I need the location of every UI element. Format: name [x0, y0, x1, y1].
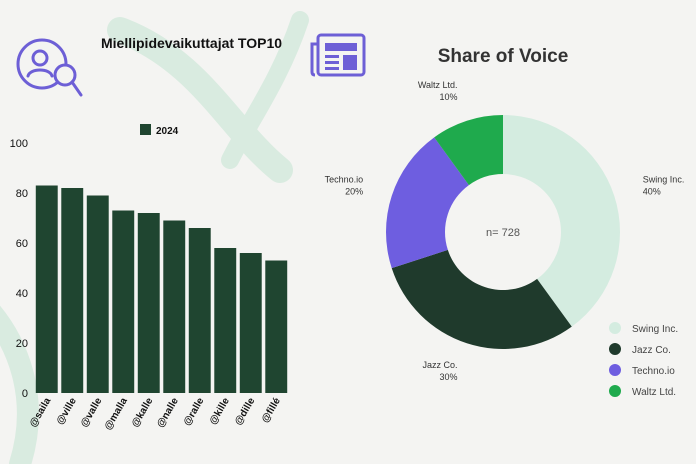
y-tick-label: 0: [22, 388, 28, 400]
slice-label-name: Jazz Co.: [423, 360, 458, 370]
x-tick-label: @ralle: [182, 396, 207, 428]
y-tick-label: 100: [10, 138, 28, 150]
legend-marker: [609, 385, 621, 397]
x-tick-label: @dille: [233, 396, 258, 428]
bar-kalle: [137, 213, 160, 393]
legend-label: Waltz Ltd.: [632, 387, 676, 398]
x-tick-label: @nalle: [155, 396, 181, 430]
y-tick-label: 40: [16, 288, 28, 300]
slice-label-percent: 10%: [440, 92, 458, 102]
slice-label-name: Waltz Ltd.: [418, 80, 458, 90]
bar-ville: [61, 188, 84, 393]
bar-legend-label: 2024: [156, 126, 179, 137]
bar-valle: [86, 195, 109, 393]
x-tick-label: @fillé: [260, 396, 283, 425]
y-axis-ticks: 0 20 40 60 80 100: [10, 138, 28, 400]
y-tick-label: 20: [16, 338, 28, 350]
x-tick-label: @valle: [79, 396, 105, 430]
slice-label-percent: 30%: [440, 372, 458, 382]
x-tick-label: @malla: [103, 396, 130, 432]
bar-fillé: [265, 260, 288, 393]
bar-legend-swatch: [140, 124, 151, 135]
x-tick-label: @kille: [208, 396, 232, 427]
bar-ralle: [188, 228, 211, 393]
bar-nalle: [163, 220, 186, 393]
bar-saila: [35, 185, 58, 393]
newspaper-icon: [310, 33, 366, 77]
bar-dille: [239, 253, 262, 393]
slice-jazz-co: [391, 249, 572, 350]
legend-marker: [609, 364, 621, 376]
slice-label-name: Swing Inc.: [643, 175, 685, 185]
bars: [35, 185, 288, 393]
legend-label: Techno.io: [632, 366, 675, 377]
legend-label: Jazz Co.: [632, 345, 671, 356]
bar-kille: [214, 248, 237, 393]
bar-chart-title: Miellipidevaikuttajat TOP10: [101, 35, 282, 51]
donut-slice-labels: Swing Inc. 40% Jazz Co. 30% Techno.io 20% Walt…: [325, 80, 685, 382]
slice-waltz-ltd: [434, 115, 503, 186]
slice-swing-inc: [503, 115, 621, 327]
bar-malla: [112, 210, 135, 393]
background-watermark: [0, 11, 309, 464]
donut-slices: [385, 115, 621, 350]
legend-marker: [609, 322, 621, 334]
legend-marker: [609, 343, 621, 355]
donut-legend: Swing Inc. Jazz Co. Techno.io Waltz Ltd.: [609, 322, 678, 398]
x-tick-label: @ville: [55, 396, 79, 427]
y-tick-label: 80: [16, 188, 28, 200]
slice-label-percent: 20%: [345, 187, 363, 197]
slice-techno-io: [385, 137, 469, 269]
x-axis-labels: @saila @ville @valle@malla @kalle @nalle @ral…: [28, 396, 283, 432]
y-tick-label: 60: [16, 238, 28, 250]
pie-chart-title: Share of Voice: [438, 46, 569, 67]
user-search-icon: [16, 38, 83, 97]
legend-label: Swing Inc.: [632, 324, 678, 335]
slice-label-name: Techno.io: [325, 175, 364, 185]
x-tick-label: @kalle: [130, 396, 156, 430]
slice-label-percent: 40%: [643, 187, 661, 197]
donut-center-label: n= 728: [486, 227, 520, 239]
